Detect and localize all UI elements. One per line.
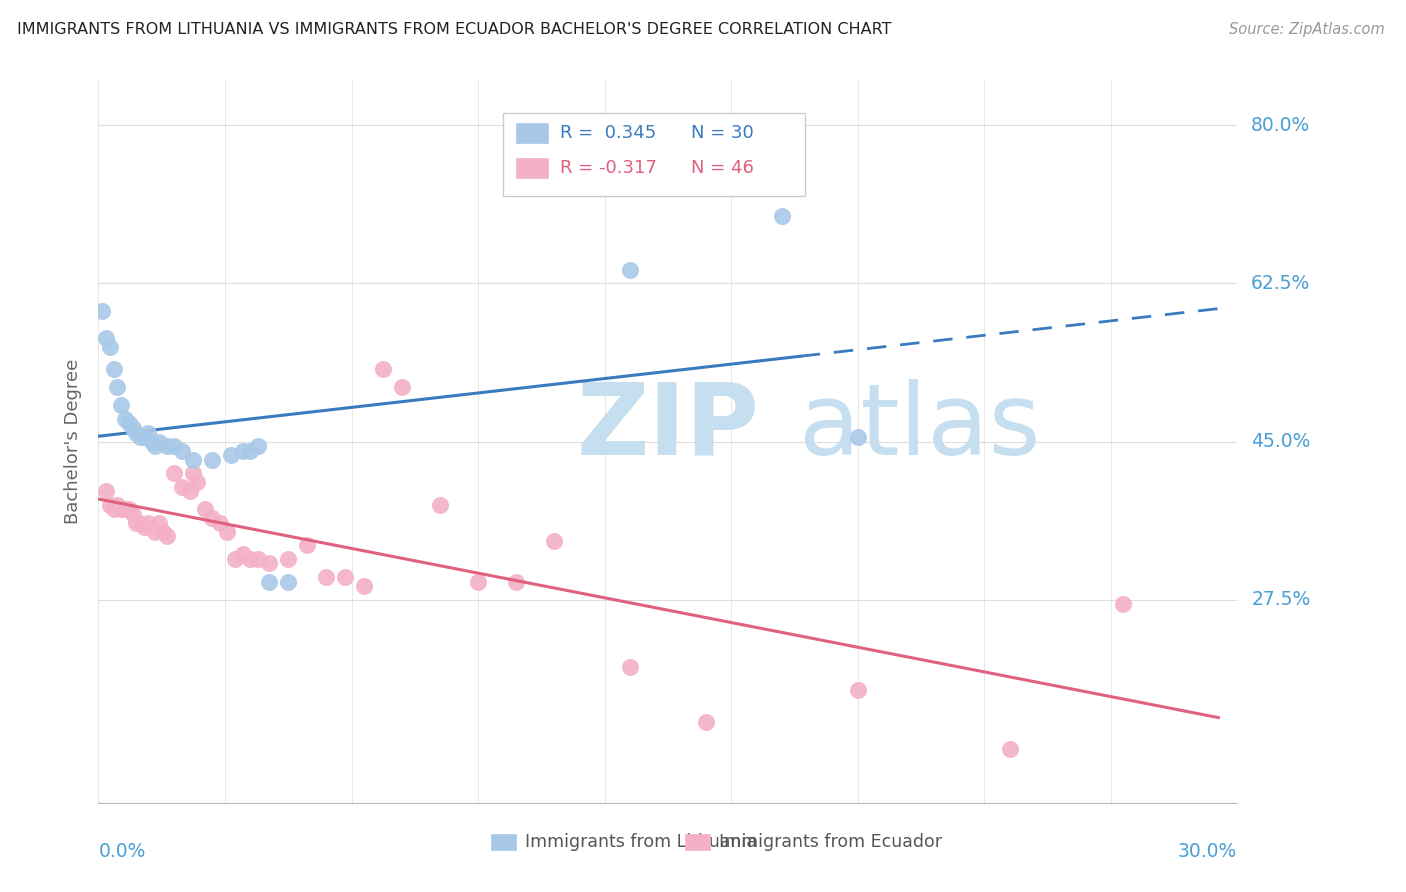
FancyBboxPatch shape	[491, 834, 516, 850]
Point	[121, 507, 143, 521]
Point	[259, 557, 281, 571]
Point	[94, 484, 117, 499]
Text: 62.5%: 62.5%	[1251, 274, 1310, 293]
Point	[118, 417, 141, 431]
Point	[125, 516, 148, 530]
Point	[619, 660, 641, 674]
Point	[277, 552, 299, 566]
Text: Immigrants from Lithuania: Immigrants from Lithuania	[526, 833, 758, 851]
Point	[232, 548, 254, 562]
Point	[221, 448, 243, 462]
FancyBboxPatch shape	[503, 112, 804, 196]
Point	[136, 425, 159, 440]
Point	[132, 430, 155, 444]
Point	[129, 430, 152, 444]
Text: 27.5%: 27.5%	[1251, 591, 1310, 609]
Point	[156, 529, 179, 543]
Point	[156, 439, 179, 453]
Point	[246, 552, 269, 566]
Point	[467, 574, 489, 589]
Point	[353, 579, 375, 593]
Point	[163, 466, 186, 480]
Text: IMMIGRANTS FROM LITHUANIA VS IMMIGRANTS FROM ECUADOR BACHELOR'S DEGREE CORRELATI: IMMIGRANTS FROM LITHUANIA VS IMMIGRANTS …	[17, 22, 891, 37]
Point	[391, 380, 413, 394]
Point	[201, 452, 224, 467]
Text: ZIP: ZIP	[576, 378, 759, 475]
Text: N = 30: N = 30	[690, 124, 754, 142]
Point	[94, 331, 117, 345]
Point	[315, 570, 337, 584]
Point	[208, 516, 231, 530]
Point	[846, 430, 869, 444]
Point	[179, 484, 201, 499]
Point	[107, 380, 129, 394]
Point	[103, 362, 125, 376]
Text: 80.0%: 80.0%	[1251, 116, 1310, 135]
Text: R =  0.345: R = 0.345	[560, 124, 657, 142]
Point	[194, 502, 217, 516]
Point	[114, 412, 136, 426]
Text: 0.0%: 0.0%	[98, 842, 146, 861]
Point	[429, 498, 451, 512]
Point	[232, 443, 254, 458]
Point	[148, 516, 170, 530]
Point	[98, 498, 121, 512]
Point	[170, 480, 193, 494]
Text: N = 46: N = 46	[690, 159, 754, 177]
Text: R = -0.317: R = -0.317	[560, 159, 657, 177]
Point	[91, 303, 114, 318]
Point	[186, 475, 208, 490]
Point	[170, 443, 193, 458]
Point	[217, 524, 239, 539]
FancyBboxPatch shape	[516, 158, 548, 178]
Point	[259, 574, 281, 589]
Point	[201, 511, 224, 525]
Point	[543, 533, 565, 548]
Text: 30.0%: 30.0%	[1178, 842, 1237, 861]
Y-axis label: Bachelor's Degree: Bachelor's Degree	[63, 359, 82, 524]
FancyBboxPatch shape	[516, 123, 548, 143]
Text: Immigrants from Ecuador: Immigrants from Ecuador	[718, 833, 942, 851]
Point	[121, 421, 143, 435]
Point	[1112, 597, 1135, 611]
Point	[770, 209, 793, 223]
Point	[145, 524, 167, 539]
Point	[129, 516, 152, 530]
Point	[998, 741, 1021, 756]
Point	[505, 574, 527, 589]
Point	[277, 574, 299, 589]
Point	[145, 439, 167, 453]
Point	[132, 520, 155, 534]
Point	[107, 498, 129, 512]
Point	[695, 714, 717, 729]
Point	[335, 570, 357, 584]
Text: Source: ZipAtlas.com: Source: ZipAtlas.com	[1229, 22, 1385, 37]
Text: 45.0%: 45.0%	[1251, 432, 1310, 451]
Point	[239, 443, 262, 458]
Text: atlas: atlas	[799, 378, 1040, 475]
Point	[114, 502, 136, 516]
Point	[118, 502, 141, 516]
Point	[152, 524, 174, 539]
Point	[163, 439, 186, 453]
Point	[239, 552, 262, 566]
Point	[183, 452, 205, 467]
Point	[110, 502, 132, 516]
Point	[103, 502, 125, 516]
Point	[98, 340, 121, 354]
Point	[246, 439, 269, 453]
Point	[141, 434, 163, 449]
Point	[136, 516, 159, 530]
Point	[183, 466, 205, 480]
Point	[846, 682, 869, 697]
Point	[619, 263, 641, 277]
Point	[371, 362, 394, 376]
Point	[224, 552, 246, 566]
Point	[148, 434, 170, 449]
Point	[297, 538, 319, 552]
FancyBboxPatch shape	[685, 834, 710, 850]
Point	[110, 398, 132, 412]
Point	[125, 425, 148, 440]
